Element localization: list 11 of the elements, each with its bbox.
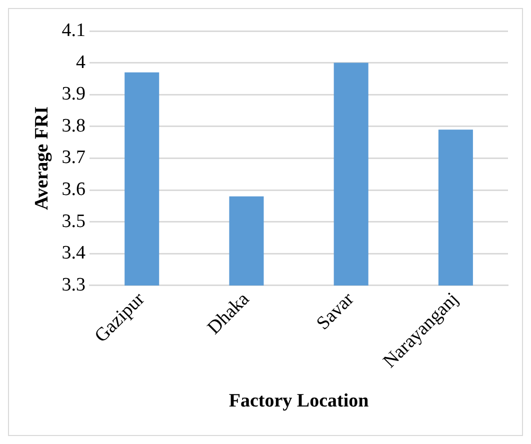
y-tick-label: 3.4 [62, 242, 86, 264]
y-tick-label: 3.9 [62, 84, 86, 105]
x-axis-title: Factory Location [228, 390, 370, 412]
y-tick-label: 4.1 [62, 20, 86, 41]
y-tick-label: 3.6 [62, 179, 86, 200]
y-tick-label: 4 [76, 52, 86, 73]
y-axis-title: Average FRI [31, 106, 52, 210]
y-tick-label: 3.3 [62, 274, 86, 296]
y-tick-label: 3.8 [62, 115, 86, 136]
y-tick-label: 3.7 [62, 147, 86, 168]
y-tick-label: 3.5 [62, 210, 86, 232]
